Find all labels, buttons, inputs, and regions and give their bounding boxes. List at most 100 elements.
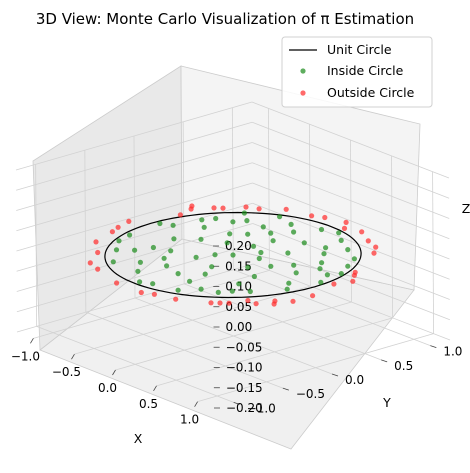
inside-point: [247, 288, 253, 295]
outside-point: [322, 214, 328, 221]
inside-point: [268, 263, 274, 269]
inside-point: [245, 264, 251, 270]
inside-point: [157, 220, 163, 227]
y-tick-label: 1.0: [443, 345, 462, 359]
legend-outside-swatch: [300, 90, 306, 96]
legend-inside-swatch: [300, 68, 306, 74]
inside-point: [291, 262, 297, 268]
z-tick-label: −0.15: [226, 381, 263, 395]
z-tick-label: 0.05: [225, 300, 252, 314]
inside-point: [345, 263, 351, 269]
inside-point: [127, 232, 133, 238]
z-grid-line: [252, 223, 450, 300]
outside-point: [114, 280, 120, 286]
y-tick-label: −1.0: [247, 401, 276, 415]
z-grid-line: [251, 101, 450, 179]
outside-point: [217, 300, 223, 306]
outside-point: [243, 204, 249, 210]
inside-point: [132, 247, 138, 253]
inside-point: [291, 229, 297, 235]
outside-point: [351, 272, 357, 278]
outside-point: [373, 244, 379, 250]
x-tick-mark: [194, 401, 198, 407]
outside-point: [253, 301, 259, 307]
y-axis-label: Y: [382, 395, 391, 410]
inside-point: [293, 270, 299, 276]
inside-point: [230, 252, 236, 258]
outside-point: [283, 206, 289, 212]
inside-point: [301, 240, 307, 246]
z-grid-line: [252, 182, 450, 260]
inside-point: [258, 249, 264, 256]
y-tick-label: 0.0: [345, 373, 364, 387]
inside-point: [187, 278, 193, 284]
y-tick-label: −0.5: [296, 387, 325, 401]
y-grid-line: [233, 269, 431, 347]
inside-point: [245, 231, 251, 237]
inside-point: [201, 224, 207, 230]
inside-point: [193, 254, 199, 260]
inside-point: [198, 236, 204, 242]
z-axis-label: Z: [462, 201, 470, 216]
outside-point: [309, 213, 315, 219]
outside-point: [95, 266, 101, 272]
x-tick-label: −1.0: [11, 349, 40, 363]
inside-point: [198, 286, 204, 292]
inside-point: [244, 218, 250, 224]
inside-point: [175, 271, 181, 277]
inside-point: [319, 260, 325, 266]
outside-point: [208, 300, 214, 306]
z-tick-label: −0.05: [226, 340, 263, 354]
outside-point: [359, 229, 365, 235]
unit-circle: [104, 211, 362, 299]
inside-point: [338, 237, 344, 243]
inside-point: [209, 264, 215, 270]
outside-point: [173, 296, 179, 302]
inside-point: [277, 214, 283, 220]
z-grid-line: [16, 162, 253, 232]
outside-point: [245, 297, 251, 304]
z-grid-line: [16, 142, 253, 211]
inside-point: [161, 255, 167, 261]
z-grid-line: [252, 142, 450, 219]
y-tick-label: 0.5: [394, 359, 413, 373]
x-tick-mark: [30, 338, 34, 344]
back-right-pane: [180, 65, 421, 291]
inside-point: [268, 230, 274, 236]
inside-point: [270, 238, 276, 244]
z-tick-label: 0.00: [226, 320, 253, 334]
legend-box: [281, 36, 433, 108]
y-grid-line: [134, 297, 333, 375]
outside-point: [365, 238, 371, 244]
inside-point: [170, 222, 176, 228]
inside-point: [110, 259, 116, 265]
inside-point: [137, 279, 143, 285]
inside-point: [116, 238, 122, 244]
outside-point: [331, 281, 337, 287]
z-grid-line: [16, 223, 253, 292]
inside-point: [318, 279, 324, 285]
outside-point: [211, 205, 217, 211]
y-tick-mark: [381, 359, 388, 363]
outside-point: [310, 293, 316, 299]
x-tick-mark: [153, 385, 157, 392]
inside-point: [236, 281, 242, 287]
x-tick-label: 0.0: [98, 381, 117, 395]
outside-point: [371, 250, 377, 256]
inside-point: [229, 288, 235, 294]
inside-point: [164, 263, 170, 269]
inside-point: [324, 272, 330, 278]
outside-point: [126, 218, 132, 224]
legend-inside-label: Inside Circle: [327, 63, 404, 78]
inside-point: [175, 287, 181, 293]
x-axis-label: X: [134, 431, 143, 446]
y-grid-line: [36, 325, 234, 403]
outside-point: [115, 224, 121, 230]
x-tick-label: 0.5: [139, 397, 158, 411]
inside-point: [150, 244, 156, 251]
inside-point: [213, 215, 219, 222]
y-tick-mark: [233, 401, 240, 405]
scatter-points: [87, 203, 379, 307]
inside-point: [260, 224, 266, 230]
outside-point: [177, 212, 183, 218]
